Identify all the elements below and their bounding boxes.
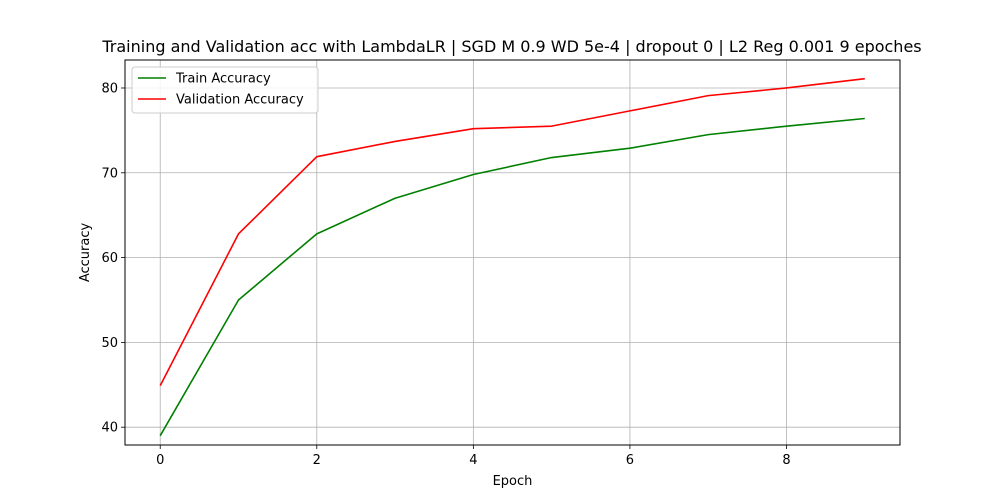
series-lines (159, 77, 865, 437)
x-tick-label: 8 (782, 453, 790, 468)
series-line-validation-accuracy (159, 77, 865, 387)
x-tick-label: 4 (469, 453, 477, 468)
y-tick-label: 80 (101, 81, 118, 96)
y-tick-label: 60 (101, 251, 118, 266)
grid-lines (125, 60, 900, 445)
y-axis-title: Accuracy (78, 223, 93, 283)
y-tick-label: 50 (101, 336, 118, 351)
x-tick-label: 6 (626, 453, 634, 468)
y-tick-label: 40 (101, 421, 118, 436)
y-tick-label: 70 (101, 166, 118, 181)
legend-label-validation-accuracy: Validation Accuracy (176, 93, 304, 108)
legend-label-train-accuracy: Train Accuracy (175, 72, 271, 87)
chart-title: Training and Validation acc with LambdaL… (101, 37, 921, 56)
x-axis-title: Epoch (493, 474, 533, 489)
x-tick-label: 0 (156, 453, 164, 468)
legend-box (131, 66, 319, 114)
axis-ticks: 0 2 4 6 8 40 50 60 70 80 (101, 81, 790, 468)
plot-frame (124, 59, 901, 446)
legend: Train Accuracy Validation Accuracy (131, 66, 319, 114)
series-line-train-accuracy (159, 117, 865, 437)
x-tick-label: 2 (313, 453, 321, 468)
